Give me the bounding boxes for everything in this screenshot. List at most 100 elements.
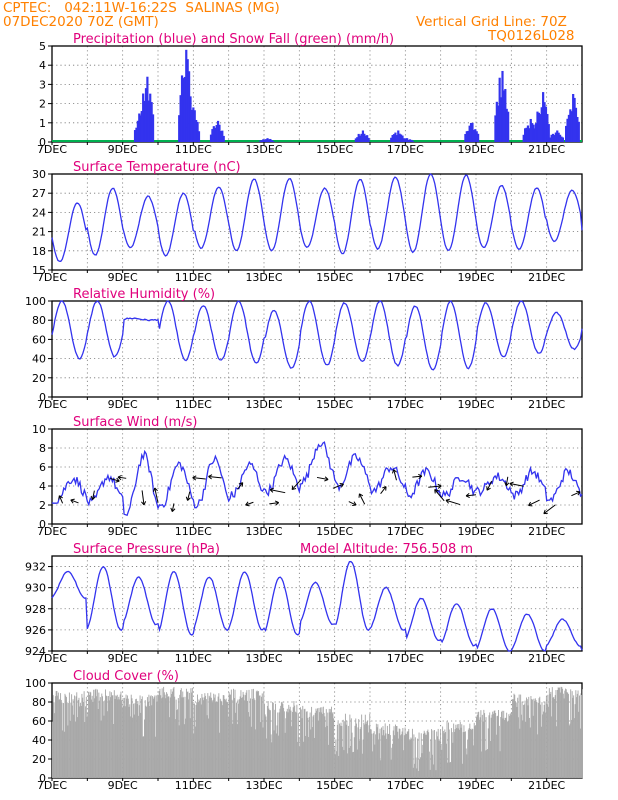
precip-bar: [192, 107, 195, 142]
cloud-bar: [80, 705, 82, 778]
cloud-bar: [227, 716, 229, 778]
cloud-bar: [107, 695, 109, 778]
wind-arrow: [154, 487, 159, 503]
cloud-bar: [125, 694, 127, 778]
cloud-bar: [448, 722, 449, 778]
cloud-bar: [112, 695, 114, 778]
cloud-bar: [450, 761, 452, 778]
cloud-bar: [247, 712, 249, 778]
cloud-bar: [526, 697, 527, 778]
cloud-bar: [379, 728, 381, 778]
cloud-bar: [328, 744, 329, 778]
y-tick-label: 40: [32, 353, 46, 366]
y-tick-label: 20: [32, 753, 46, 766]
precip-bar: [398, 140, 402, 142]
x-tick-label: 17DEC: [387, 525, 424, 538]
cloud-bar: [579, 695, 580, 778]
cloud-bar: [577, 690, 579, 778]
wind-arrow: [291, 479, 302, 490]
cloud-bar: [509, 716, 511, 778]
cloud-bar: [222, 705, 223, 778]
cloud-bar: [247, 700, 249, 778]
precip-bar: [566, 118, 569, 142]
cloud-bar: [71, 705, 73, 778]
cloud-bar: [244, 695, 246, 778]
precip-bar: [391, 135, 394, 142]
cloud-bar: [74, 721, 76, 778]
precip-bar: [392, 134, 396, 142]
wind-arrow-head: [70, 498, 75, 504]
cloud-bar: [352, 752, 354, 778]
cloud-bar: [422, 744, 424, 778]
x-tick-label: 7DEC: [37, 652, 67, 665]
cloud-bar: [143, 736, 145, 778]
cloud-bar: [532, 715, 534, 778]
cloud-bar: [84, 721, 86, 778]
cloud-bar: [364, 714, 366, 778]
cloud-bar: [223, 695, 225, 778]
cloud-bar: [149, 706, 151, 778]
wind-arrow-head: [418, 473, 423, 480]
x-tick-label: 19DEC: [457, 652, 494, 665]
cloud-bar: [498, 709, 500, 778]
y-tick-label: 5: [39, 40, 46, 53]
x-tick-label: 17DEC: [387, 398, 424, 411]
cloud-bar: [309, 712, 311, 778]
wind-arrow: [358, 493, 366, 505]
cloud-bar: [232, 723, 234, 778]
cloud-bar: [99, 700, 101, 778]
precip-bar: [560, 136, 563, 142]
cloud-bar: [115, 695, 117, 778]
cloud-bar: [523, 704, 525, 778]
cloud-bar: [265, 716, 267, 778]
cloud-bar: [257, 691, 259, 778]
cloud-bar: [317, 708, 318, 778]
cloud-bar: [498, 725, 500, 778]
cloud-bar: [395, 725, 397, 778]
cloud-bar: [77, 717, 78, 778]
precip-bar: [147, 100, 150, 142]
cloud-bar: [514, 694, 516, 778]
wind-arrow: [393, 469, 397, 481]
cloud-bar: [224, 699, 226, 778]
cloud-bar: [108, 700, 110, 778]
y-tick-label: 100: [25, 295, 46, 308]
cloud-bar: [276, 725, 278, 778]
cloud-bar: [208, 695, 210, 778]
header-left-line1: CPTEC: 042:11W-16:22S SALINAS (MG): [3, 0, 280, 16]
cloud-bar: [411, 738, 413, 778]
cloud-bar: [342, 719, 344, 778]
cloud-bar: [204, 693, 206, 778]
cloud-bar: [242, 691, 244, 778]
cloud-bar: [361, 753, 363, 778]
precip-bar: [266, 138, 269, 142]
cloud-bar: [205, 695, 207, 778]
cloud-bar: [489, 740, 491, 778]
cloud-bar: [267, 701, 269, 778]
cloud-bar: [161, 688, 163, 778]
wind-arrow: [332, 483, 344, 489]
cloud-bar: [296, 704, 298, 778]
panel-title: Precipitation (blue) and Snow Fall (gree…: [73, 32, 394, 47]
cloud-bar: [403, 750, 405, 778]
wind-arrow-head: [152, 487, 158, 492]
precip-bar: [179, 95, 182, 142]
cloud-bar: [64, 693, 66, 778]
cloud-bar: [87, 713, 89, 778]
cloud-bar: [177, 698, 179, 778]
cloud-bar: [52, 695, 54, 778]
precip-bar: [211, 129, 214, 142]
precip-bar: [576, 117, 579, 142]
cloud-bar: [424, 732, 426, 778]
cloud-bar: [272, 702, 274, 778]
cloud-bar: [303, 709, 305, 778]
cloud-bar: [474, 726, 476, 778]
cloud-bar: [509, 713, 511, 778]
precip-bar: [404, 138, 407, 142]
cloud-bar: [401, 731, 403, 778]
cloud-bar: [189, 718, 191, 778]
wind-arrow-head: [192, 475, 197, 481]
precip-bar: [528, 128, 531, 142]
cloud-bar: [344, 721, 346, 778]
y-tick-label: 15: [32, 264, 46, 277]
